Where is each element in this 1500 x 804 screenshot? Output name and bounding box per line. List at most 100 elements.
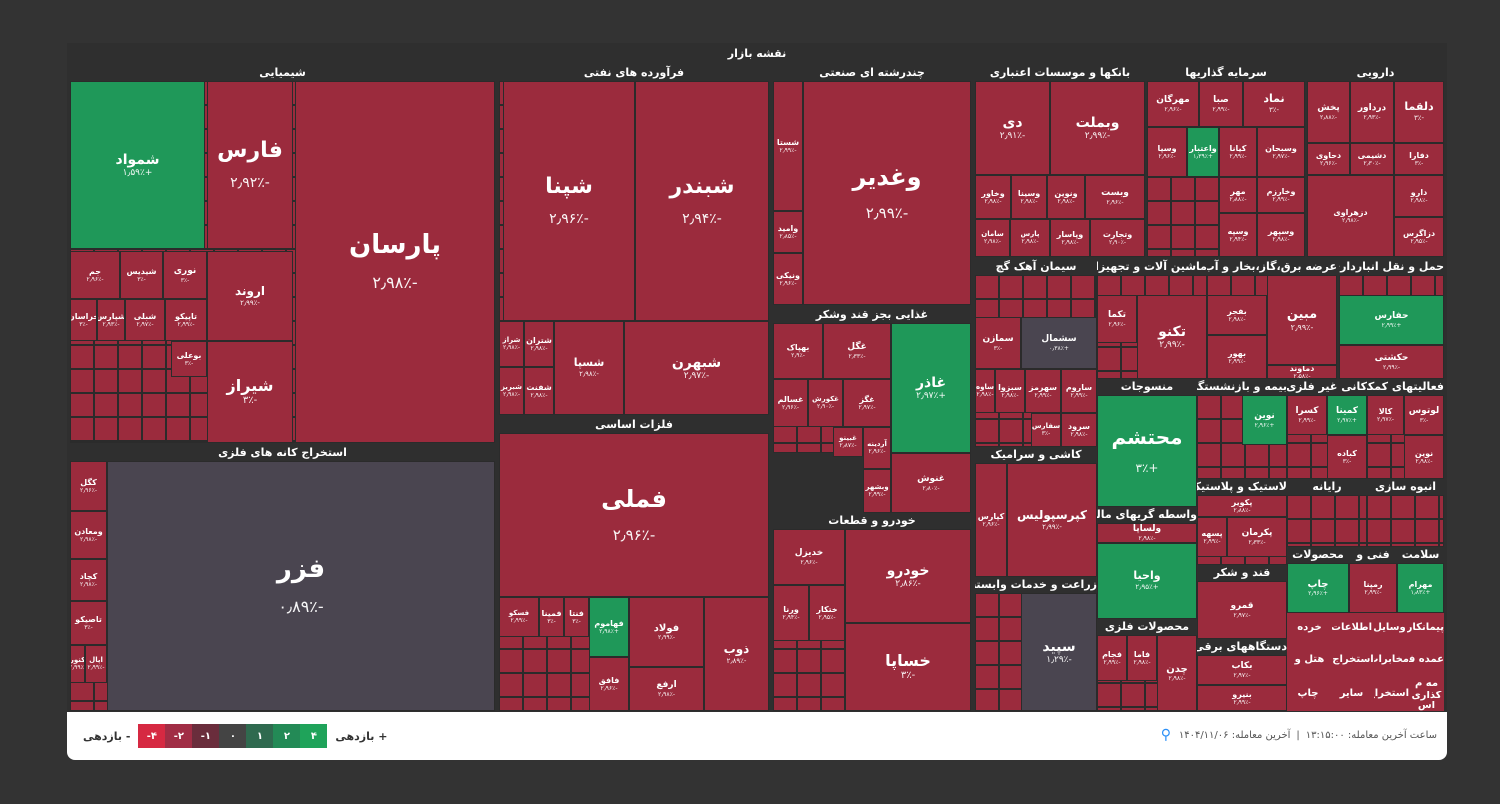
small-stock-tile[interactable] <box>1415 519 1439 543</box>
small-stock-tile[interactable] <box>1359 519 1367 543</box>
small-stock-tile[interactable] <box>1071 275 1095 299</box>
small-stock-tile[interactable] <box>94 441 118 443</box>
sector-title[interactable]: ماشین آلات و تجهیزات <box>1097 260 1207 273</box>
stock-tile[interactable]: پکویر -۲٫۸۸٪ <box>1197 495 1287 517</box>
stock-tile[interactable]: بهپاک -۲٫۹٪ <box>773 323 823 379</box>
stock-tile[interactable]: بهور -۲٫۹۹٪ <box>1207 335 1267 379</box>
stock-tile[interactable]: کسرا -۲٫۹۹٪ <box>1287 395 1327 435</box>
small-stock-tile[interactable] <box>1171 249 1195 257</box>
sector-title[interactable]: بانکها و موسسات اعتباری <box>989 66 1131 79</box>
sector-title[interactable]: چاپ <box>1297 688 1319 699</box>
stock-tile[interactable]: تکنو -۲٫۹۹٪ <box>1137 295 1207 379</box>
small-stock-tile[interactable] <box>797 649 821 673</box>
stock-tile[interactable]: شبندر -۲٫۹۴٪ <box>635 81 769 321</box>
stock-tile[interactable]: شپنا -۲٫۹۶٪ <box>503 81 635 321</box>
sector-title[interactable]: شیمیایی <box>259 66 306 79</box>
stock-tile[interactable]: سفارس -۳٪ <box>1031 413 1061 447</box>
small-stock-tile[interactable] <box>1197 443 1221 467</box>
small-stock-tile[interactable] <box>166 393 190 417</box>
stock-tile[interactable]: تاصیکو -۳٪ <box>70 601 107 645</box>
small-stock-tile[interactable] <box>1171 177 1195 201</box>
stock-tile[interactable]: آردینه -۲٫۹۶٪ <box>863 427 891 469</box>
small-stock-tile[interactable] <box>142 417 166 441</box>
stock-tile[interactable]: دماوند -۲٫۵۸٪ <box>1267 365 1337 379</box>
stock-tile[interactable]: چاپ +۲٫۹۶٪ <box>1287 563 1349 613</box>
stock-tile[interactable]: غگل -۲٫۳۳٪ <box>823 323 891 379</box>
small-stock-tile[interactable] <box>1335 519 1359 543</box>
stock-tile[interactable]: فارس -۲٫۹۲٪ <box>207 81 293 249</box>
stock-tile[interactable]: شتران -۲٫۹۸٪ <box>524 321 554 367</box>
small-stock-tile[interactable] <box>975 419 999 443</box>
sector-title[interactable]: خودرو و قطعات <box>828 514 916 527</box>
stock-tile[interactable]: فمینا -۳٪ <box>539 597 564 637</box>
stock-tile[interactable]: پخش -۲٫۸۸٪ <box>1307 81 1350 143</box>
small-stock-tile[interactable] <box>975 689 999 711</box>
stock-tile[interactable]: نوری -۳٪ <box>163 251 207 299</box>
sector-title[interactable]: بیمه و بازنشستگی <box>1197 380 1287 393</box>
small-stock-tile[interactable] <box>1367 443 1391 467</box>
small-stock-tile[interactable] <box>1415 495 1439 519</box>
small-stock-tile[interactable] <box>975 641 999 665</box>
stock-tile[interactable]: سپید -۱٫۲۹٪ <box>1021 593 1097 711</box>
stock-tile[interactable]: رمپنا -۲٫۹۹٪ <box>1349 563 1397 613</box>
small-stock-tile[interactable] <box>773 673 797 697</box>
sector-title[interactable]: دستگاههای برقی <box>1197 640 1287 653</box>
stock-tile[interactable]: حکشتی -۲٫۹۹٪ <box>1339 345 1444 379</box>
small-stock-tile[interactable] <box>1311 495 1335 519</box>
small-stock-tile[interactable] <box>999 617 1023 641</box>
small-stock-tile[interactable] <box>70 417 94 441</box>
sector-title[interactable]: قند و شکر <box>1213 566 1271 579</box>
sector-title[interactable]: چندرشته ای صنعتی <box>819 66 925 79</box>
stock-tile[interactable]: بکاب -۲٫۹۷٪ <box>1197 655 1287 685</box>
stock-tile[interactable]: تاپیکو -۲٫۹۹٪ <box>165 299 207 341</box>
stock-tile[interactable]: چدن -۲٫۹۸٪ <box>1157 635 1197 711</box>
stock-tile[interactable]: دی -۲٫۹۱٪ <box>975 81 1050 175</box>
stock-tile[interactable]: شفنت -۲٫۹۸٪ <box>524 367 554 415</box>
stock-tile[interactable]: درداور -۲٫۹۳٪ <box>1350 81 1394 143</box>
small-stock-tile[interactable] <box>547 673 571 697</box>
stock-tile[interactable]: وسپهر -۲٫۹۸٪ <box>1257 213 1305 257</box>
stock-tile[interactable]: فنتا -۳٪ <box>564 597 589 637</box>
small-stock-tile[interactable] <box>1245 467 1269 479</box>
stock-tile[interactable]: بفجر -۲٫۹۸٪ <box>1207 295 1267 335</box>
small-stock-tile[interactable] <box>1121 707 1145 711</box>
stock-tile[interactable]: صبا -۲٫۹۹٪ <box>1199 81 1243 127</box>
small-stock-tile[interactable] <box>1147 249 1171 257</box>
stock-tile[interactable]: خودرو -۲٫۸۶٪ <box>845 529 971 623</box>
small-stock-tile[interactable] <box>999 593 1023 617</box>
stock-tile[interactable]: کچاد -۲٫۹۸٪ <box>70 559 107 601</box>
small-stock-tile[interactable] <box>1221 443 1245 467</box>
small-stock-tile[interactable] <box>1359 543 1367 547</box>
stock-tile[interactable]: شستا -۲٫۹۹٪ <box>773 81 803 211</box>
sector-title[interactable]: کذاری <box>1411 691 1442 701</box>
sector-title[interactable]: کانی غیر فلزی <box>1287 380 1367 393</box>
sector-title[interactable]: اس <box>1417 701 1436 711</box>
small-stock-tile[interactable] <box>1269 467 1287 479</box>
small-stock-tile[interactable] <box>1147 177 1171 201</box>
small-stock-tile[interactable] <box>523 649 547 673</box>
small-stock-tile[interactable] <box>499 649 523 673</box>
small-stock-tile[interactable] <box>142 369 166 393</box>
small-stock-tile[interactable] <box>1097 707 1121 711</box>
sector-title[interactable]: سلامت <box>1401 548 1440 561</box>
lightbulb-icon[interactable]: ⚲ <box>1160 727 1171 743</box>
stock-tile[interactable]: کالا -۲٫۹۷٪ <box>1367 395 1404 435</box>
stock-tile[interactable]: غنوش -۲٫۸۰٪ <box>891 453 971 513</box>
small-stock-tile[interactable] <box>773 649 797 673</box>
small-stock-tile[interactable] <box>1367 543 1391 547</box>
stock-tile[interactable]: وبملت -۲٫۹۹٪ <box>1050 81 1145 175</box>
small-stock-tile[interactable] <box>1147 225 1171 249</box>
small-stock-tile[interactable] <box>821 673 845 697</box>
stock-tile[interactable]: وسپه -۲٫۹۴٪ <box>1219 213 1257 257</box>
small-stock-tile[interactable] <box>499 673 523 697</box>
small-stock-tile[interactable] <box>797 443 821 453</box>
stock-tile[interactable]: سهرمز -۲٫۹۹٪ <box>1025 369 1061 413</box>
sector-title[interactable]: وسایل <box>1373 622 1406 633</box>
stock-tile[interactable]: لوتوس -۳٪ <box>1404 395 1444 435</box>
sector-title[interactable]: مه م <box>1414 678 1439 689</box>
small-stock-tile[interactable] <box>523 673 547 697</box>
sector-title[interactable]: هتل و <box>1294 654 1325 665</box>
small-stock-tile[interactable] <box>1335 543 1359 547</box>
small-stock-tile[interactable] <box>1047 275 1071 299</box>
stock-tile[interactable]: وسپا -۲٫۹۶٪ <box>1147 127 1187 177</box>
